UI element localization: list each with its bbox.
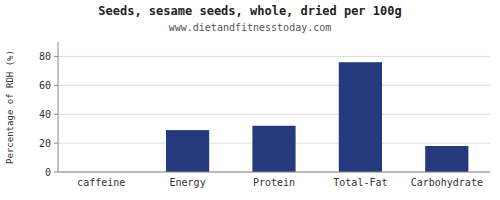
y-tick-label: 0	[45, 167, 51, 178]
x-tick-label: Carbohydrate	[411, 177, 483, 188]
y-axis-line	[58, 42, 59, 172]
grid-line	[58, 85, 490, 86]
grid-line	[58, 172, 490, 173]
y-tick	[54, 143, 58, 144]
grid	[58, 56, 490, 172]
y-tick-label: 60	[39, 80, 51, 91]
bar	[166, 130, 209, 172]
chart-container: Seeds, sesame seeds, whole, dried per 10…	[0, 0, 500, 200]
x-tick-label: Total-Fat	[333, 177, 387, 188]
y-tick-label: 80	[39, 51, 51, 62]
y-tick-label: 40	[39, 109, 51, 120]
grid-line	[58, 56, 490, 57]
bars	[166, 62, 468, 172]
y-tick-label: 20	[39, 138, 51, 149]
y-tick	[54, 172, 58, 173]
x-axis-line	[58, 172, 490, 173]
x-tick-label: Energy	[170, 177, 206, 188]
y-tick	[54, 85, 58, 86]
x-tick-label: Protein	[253, 177, 295, 188]
y-tick	[54, 56, 58, 57]
bar	[252, 126, 295, 172]
title: Seeds, sesame seeds, whole, dried per 10…	[98, 4, 401, 18]
y-tick	[54, 114, 58, 115]
grid-line	[58, 114, 490, 115]
y-axis-label: Percentage of RDH (%)	[5, 50, 15, 164]
chart-svg: Seeds, sesame seeds, whole, dried per 10…	[0, 0, 500, 200]
subtitle: www.dietandfitnesstoday.com	[169, 22, 332, 33]
x-tick-label: caffeine	[77, 177, 125, 188]
bar	[339, 62, 382, 172]
y-axis: 0 20 40 60 80	[39, 51, 58, 178]
x-axis: caffeine Energy Protein Total-Fat Carbohydra…	[77, 177, 483, 188]
bar	[425, 146, 468, 172]
